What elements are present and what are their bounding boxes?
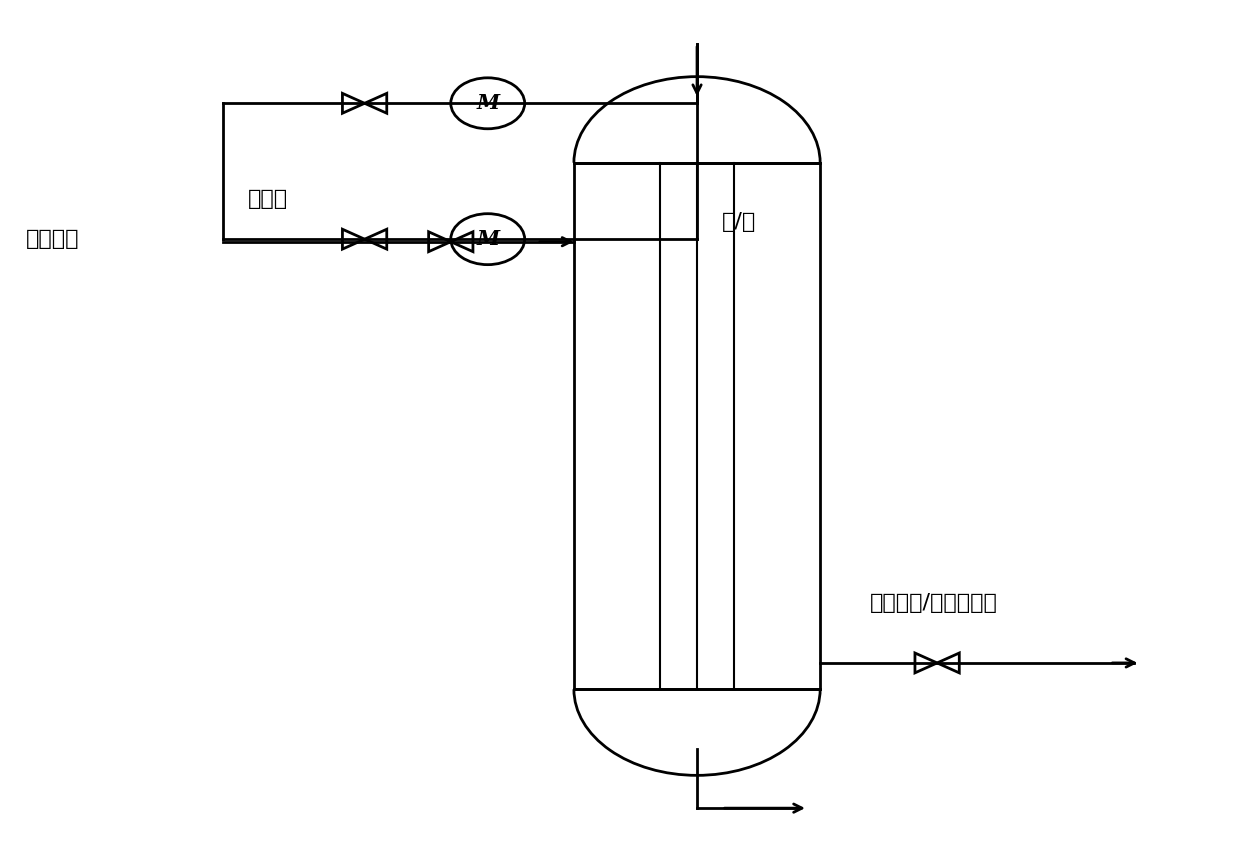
Text: 公用工程: 公用工程 <box>26 229 79 249</box>
Text: M: M <box>476 94 500 113</box>
Text: 对二甲苯/混合二甲苯: 对二甲苯/混合二甲苯 <box>870 594 997 613</box>
Bar <box>574 163 821 689</box>
Text: 粗产品: 粗产品 <box>248 189 288 210</box>
Text: 冷/热: 冷/热 <box>722 212 756 233</box>
Text: M: M <box>476 229 500 249</box>
